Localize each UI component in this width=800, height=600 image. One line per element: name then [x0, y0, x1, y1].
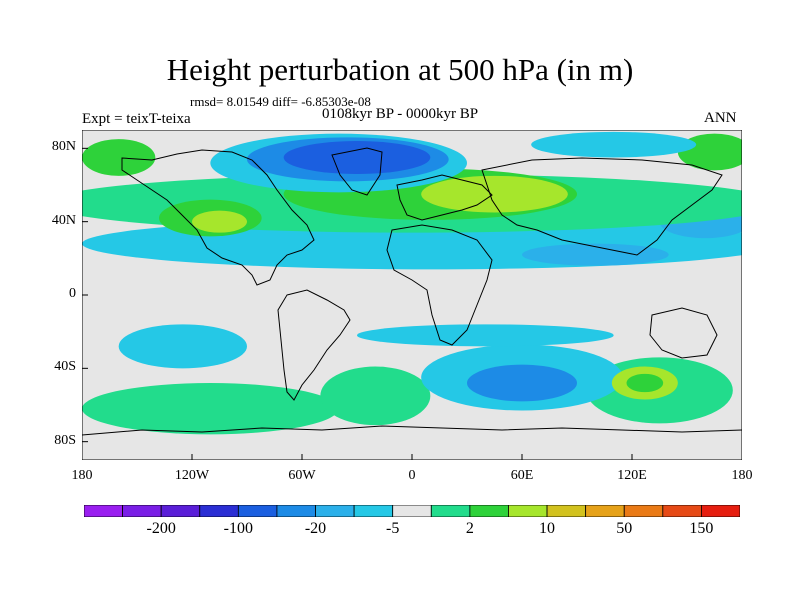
colorbar-label: -100 [223, 520, 253, 537]
colorbar-label: -200 [146, 520, 176, 537]
contour-region-n-lime-pacnw [82, 139, 156, 176]
colorbar-box [546, 505, 587, 517]
lon-tick-label: 120E [617, 468, 647, 483]
lat-tick-label: 80S [54, 432, 76, 448]
colorbar-label: 10 [539, 520, 556, 537]
colorbar-label: -5 [386, 520, 400, 537]
contour-map [82, 130, 742, 460]
lat-tick-label: 40S [54, 359, 76, 375]
coast-greenland [331, 147, 383, 196]
colorbar-box [585, 505, 625, 517]
plot-title: Height perturbation at 500 hPa (in m) [166, 52, 634, 87]
period-text: 0108kyr BP - 0000kyr BP [322, 106, 479, 122]
colorbar-box [469, 505, 509, 517]
lat-tick-label: 80N [51, 139, 76, 155]
contour-region-trop-cyan-s [357, 324, 614, 347]
coast-antarctica [82, 425, 742, 436]
contour-region-s-ocean-cyan-w [118, 324, 247, 369]
coast-north-america [121, 149, 315, 286]
colorbar-label: 2 [465, 520, 474, 537]
colorbar-box [276, 505, 316, 517]
contour-region-s-ocean-lime-aus [626, 373, 664, 393]
colorbar-box [392, 505, 432, 517]
coast-europe [396, 174, 493, 221]
contour-region-n-yellow-eur [421, 175, 568, 213]
contour-region-s-ocean-green-c [320, 366, 431, 426]
colorbar-box [199, 505, 239, 517]
contour-region-s-ocean-green-w [82, 383, 339, 435]
colorbar-box [701, 505, 740, 517]
lon-tick-label: 60E [510, 468, 534, 483]
lon-tick-label: 180 [731, 468, 753, 483]
colorbar-label: 150 [689, 520, 714, 537]
contour-region-s-ocean-blue-indian [467, 364, 577, 402]
stats-text: rmsd= 8.01549 diff= -6.85303e-08 [190, 94, 371, 109]
colorbar-box [508, 505, 548, 517]
lon-tick-label: 60W [288, 468, 316, 483]
contour-region-n-yellow-namer [192, 210, 247, 233]
season-label: ANN [704, 110, 737, 126]
colorbar-label: 50 [616, 520, 633, 537]
coastlines [82, 147, 742, 436]
colorbar-label: -20 [304, 520, 327, 537]
experiment-label: Expt = teixT-teixa [82, 111, 191, 127]
colorbar-box [122, 505, 162, 517]
coast-south-america [277, 289, 351, 401]
colorbar-box [662, 505, 702, 517]
lon-tick-label: 0 [408, 468, 416, 483]
contour-region-arctic-cyan-e [531, 131, 697, 158]
contour-region-n-mid-blue-asia [522, 243, 669, 266]
lat-tick-label: 0 [69, 286, 76, 301]
colorbar-box [160, 505, 201, 517]
coast-australia [649, 307, 718, 359]
contour-region-arctic-dark [283, 141, 431, 174]
colorbar [84, 505, 740, 517]
colorbar-box [84, 505, 123, 517]
lon-tick-label: 120W [174, 468, 210, 483]
colorbar-box [315, 505, 355, 517]
lon-tick-label: 180 [71, 468, 93, 483]
colorbar-box [353, 505, 394, 517]
colorbar-box [623, 505, 664, 517]
colorbar-box [430, 505, 471, 517]
lat-tick-label: 40N [51, 212, 76, 228]
colorbar-box [237, 505, 278, 517]
coast-asia [481, 157, 723, 256]
coast-africa [386, 224, 493, 346]
